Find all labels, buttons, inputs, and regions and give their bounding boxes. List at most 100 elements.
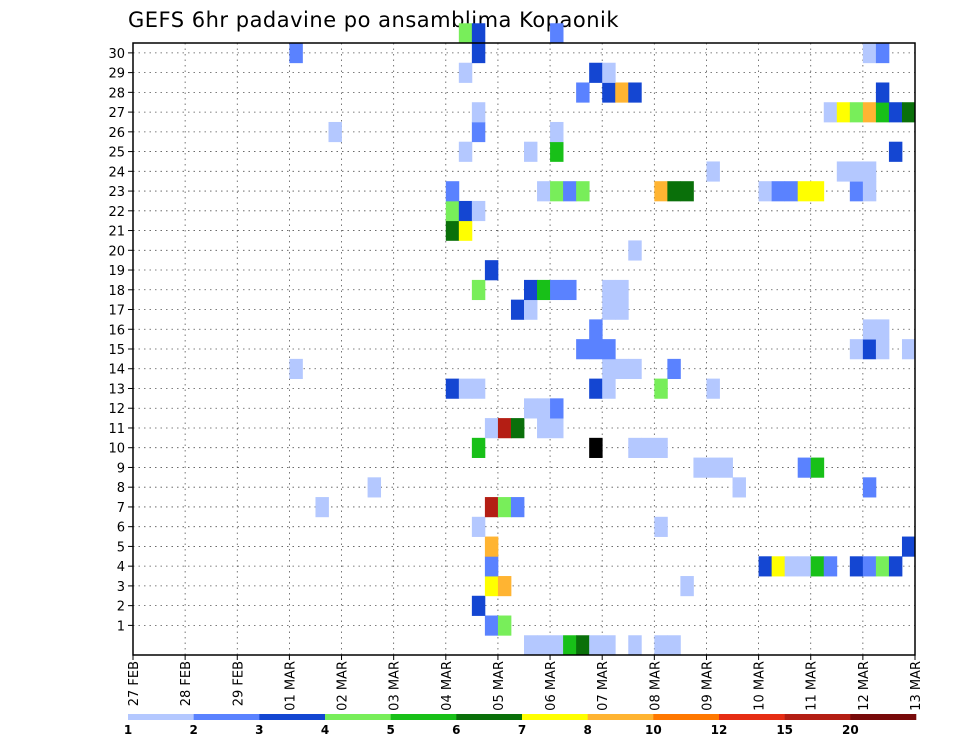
heatmap-cell: [458, 378, 473, 399]
heatmap-cell: [732, 477, 746, 498]
heatmap-cell: [510, 497, 525, 518]
heatmap-cell: [771, 556, 786, 577]
heatmap-cell: [576, 82, 590, 103]
heatmap-cell: [615, 279, 629, 301]
x-tick-label: 08 MAR: [648, 661, 663, 711]
y-tick-label: 6: [117, 521, 125, 536]
legend-swatch: [850, 714, 917, 720]
heatmap-cell: [589, 437, 603, 458]
heatmap-cell: [628, 240, 642, 261]
heatmap-cell: [667, 635, 681, 656]
legend-label: 5: [386, 723, 394, 737]
heatmap-cell: [524, 299, 538, 320]
heatmap-cell: [719, 457, 733, 478]
legend-label: 1: [124, 723, 132, 737]
legend-label: 8: [583, 723, 591, 737]
x-tick-label: 03 MAR: [388, 661, 403, 711]
heatmap-cell: [458, 23, 473, 44]
heatmap-cell: [875, 556, 890, 577]
heatmap-cell: [615, 358, 629, 380]
heatmap-cell: [497, 497, 512, 518]
heatmap-cell: [680, 181, 694, 202]
heatmap-cell: [550, 418, 564, 439]
heatmap-cell: [484, 418, 499, 439]
heatmap-cell: [667, 358, 681, 380]
heatmap-cell: [471, 378, 486, 399]
y-tick-label: 7: [117, 501, 125, 516]
heatmap-cell: [901, 339, 916, 360]
heatmap-cell: [497, 615, 512, 636]
heatmap-cell: [823, 556, 838, 577]
heatmap-cell: [458, 141, 473, 162]
y-tick-label: 23: [108, 185, 125, 200]
heatmap-cell: [771, 181, 786, 202]
heatmap-cell: [589, 378, 603, 399]
heatmap-cell: [458, 220, 473, 241]
heatmap-cell: [524, 635, 538, 656]
heatmap-cell: [602, 635, 616, 656]
heatmap-cell: [576, 635, 590, 656]
y-tick-label: 15: [108, 343, 125, 358]
heatmap-cell: [524, 279, 538, 301]
heatmap-cell: [628, 82, 642, 103]
heatmap-cell: [550, 141, 564, 162]
heatmap-cell: [576, 339, 590, 360]
legend-label: 7: [518, 723, 526, 737]
heatmap-cell: [484, 497, 499, 518]
heatmap-cell: [875, 319, 890, 340]
heatmap-cell: [576, 181, 590, 202]
heatmap-cell: [537, 279, 551, 301]
y-tick-label: 16: [108, 323, 125, 338]
heatmap-cell: [758, 556, 773, 577]
legend-label: 4: [321, 723, 329, 737]
heatmap-cell: [589, 339, 603, 360]
heatmap-cell: [550, 635, 564, 656]
heatmap-cell: [602, 279, 616, 301]
heatmap-cell: [537, 635, 551, 656]
heatmap-cell: [901, 536, 916, 557]
heatmap-cell: [888, 102, 903, 123]
heatmap-cell: [810, 181, 825, 202]
heatmap-cell: [589, 635, 603, 656]
heatmap-cell: [471, 23, 486, 44]
heatmap-cell: [615, 82, 629, 103]
heatmap-cell: [445, 181, 460, 202]
x-tick-label: 29 FEB: [231, 661, 246, 706]
heatmap-cell: [497, 418, 512, 439]
heatmap-cell: [654, 181, 668, 202]
x-tick-label: 05 MAR: [492, 661, 507, 711]
y-tick-label: 22: [108, 205, 125, 220]
y-tick-label: 21: [108, 225, 125, 240]
heatmap-cell: [471, 200, 486, 222]
heatmap-cell: [589, 62, 603, 83]
heatmap-cell: [706, 457, 720, 478]
x-axis-ticks: 27 FEB 28 FEB 29 FEB 01 MAR 02 MAR 03 MAR 04 M…: [127, 655, 924, 711]
heatmap-cell: [862, 556, 877, 577]
heatmap-cell: [537, 398, 551, 419]
legend-swatch: [325, 714, 391, 720]
y-tick-label: 10: [108, 442, 125, 457]
heatmap-cell: [784, 556, 799, 577]
heatmap-cell: [693, 457, 707, 478]
heatmap-cell: [602, 82, 616, 103]
x-tick-label: 28 FEB: [179, 661, 194, 706]
heatmap-cell: [797, 457, 812, 478]
x-tick-label: 13 MAR: [909, 661, 924, 711]
heatmap-cell: [875, 43, 890, 64]
heatmap-cell: [654, 635, 668, 656]
heatmap-cell: [680, 576, 694, 597]
heatmap-cell: [758, 181, 773, 202]
legend-swatch: [653, 714, 720, 720]
heatmap-cell: [328, 121, 342, 143]
legend-swatch: [587, 714, 654, 720]
legend-label: 6: [452, 723, 460, 737]
heatmap-cell: [615, 299, 629, 320]
y-tick-label: 24: [108, 165, 125, 180]
heatmap-cell: [563, 635, 577, 656]
heatmap-cell: [602, 299, 616, 320]
heatmap-cell: [315, 497, 329, 518]
legend-swatch: [193, 714, 260, 720]
legend-label: 12: [711, 723, 728, 737]
heatmap-cell: [706, 378, 720, 399]
heatmap-cell: [471, 43, 486, 64]
